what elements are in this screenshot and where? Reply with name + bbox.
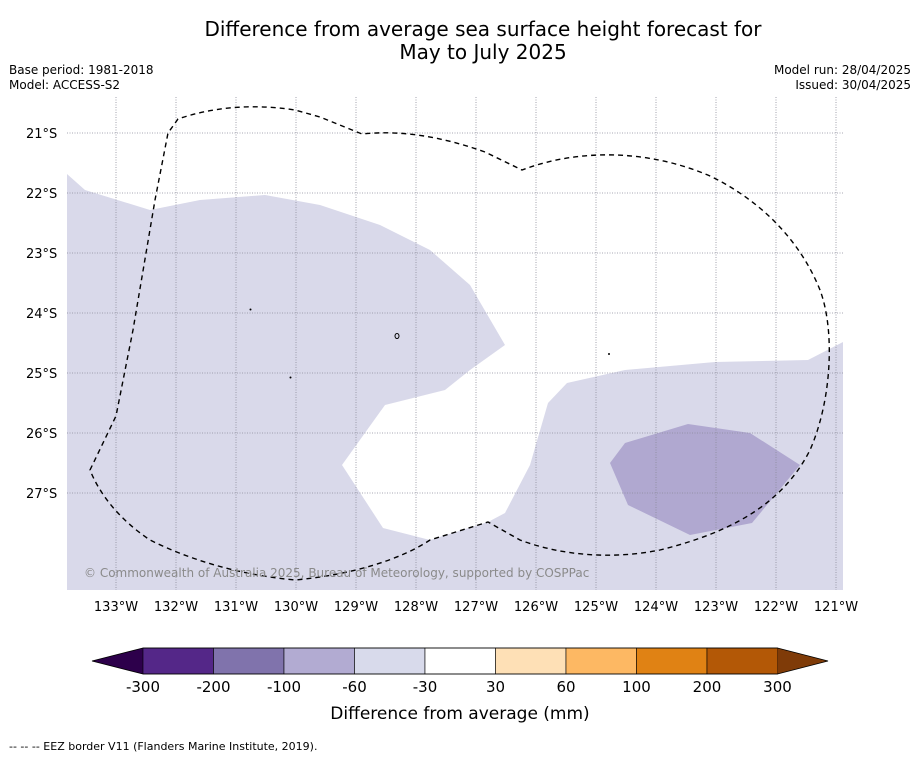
colorbar-tick-label: 30: [486, 678, 505, 696]
lon-label: 132°W: [154, 600, 198, 615]
lon-label: 123°W: [694, 600, 738, 615]
colorbar-tick-label: -200: [196, 678, 230, 696]
eez-legend-note: -- -- -- EEZ border V11 (Flanders Marine…: [9, 740, 318, 753]
colorbar-tick-label: 300: [763, 678, 792, 696]
colorbar-segment: [636, 647, 708, 675]
lat-labels: 21°S 22°S 23°S 24°S 25°S 26°S 27°S: [26, 127, 57, 502]
island-mark: [394, 333, 400, 339]
island-mark: [289, 376, 292, 379]
island-mark: [608, 353, 610, 355]
colorbar-segment: [213, 647, 285, 675]
meta-left: Base period: 1981-2018 Model: ACCESS-S2: [9, 63, 154, 93]
colorbar-tick-label: 100: [622, 678, 651, 696]
lon-label: 124°W: [634, 600, 678, 615]
grid-lines: [67, 97, 843, 590]
lat-label: 23°S: [26, 247, 57, 262]
colorbar-tick-label: -100: [267, 678, 301, 696]
lon-label: 130°W: [274, 600, 318, 615]
lon-label: 129°W: [334, 600, 378, 615]
meta-right: Model run: 28/04/2025 Issued: 30/04/2025: [774, 63, 911, 93]
island-mark: [249, 308, 252, 311]
map-anomaly-layer: [67, 174, 843, 590]
colorbar-segment: [283, 647, 355, 675]
lon-label: 131°W: [214, 600, 258, 615]
colorbar-segment: [142, 647, 214, 675]
colorbar-segment: [706, 647, 778, 675]
island-marks: [249, 308, 610, 379]
map-title: Difference from average sea surface heig…: [0, 18, 919, 64]
model-name: Model: ACCESS-S2: [9, 78, 121, 92]
colorbar-tick-label: -60: [342, 678, 367, 696]
issued-date: Issued: 30/04/2025: [795, 78, 911, 92]
lon-label: 125°W: [574, 600, 618, 615]
colorbar-segment: [565, 647, 637, 675]
colorbar-tick-label: 60: [556, 678, 575, 696]
colorbar-outline: [91, 647, 829, 675]
lon-label: 133°W: [94, 600, 138, 615]
lon-label: 126°W: [514, 600, 558, 615]
colorbar: [91, 647, 829, 675]
lat-label: 25°S: [26, 367, 57, 382]
colorbar-ticks: -300 -200 -100 -60 -30 30 60 100 200 300: [126, 678, 792, 696]
lon-label: 121°W: [814, 600, 858, 615]
anomaly-region-medium: [610, 424, 800, 535]
colorbar-arrow-low: [92, 648, 143, 674]
lon-labels: 133°W 132°W 131°W 130°W 129°W 128°W 127°…: [94, 600, 858, 615]
base-period: Base period: 1981-2018: [9, 63, 154, 77]
lon-label: 127°W: [454, 600, 498, 615]
title-line-1: Difference from average sea surface heig…: [204, 17, 762, 41]
colorbar-tick-label: -300: [126, 678, 160, 696]
colorbar-tick-label: 200: [693, 678, 722, 696]
lon-label: 122°W: [754, 600, 798, 615]
lat-label: 21°S: [26, 127, 57, 142]
eez-border: [89, 106, 830, 581]
colorbar-segment: [354, 647, 426, 675]
lat-label: 24°S: [26, 307, 57, 322]
colorbar-title: Difference from average (mm): [330, 704, 589, 724]
colorbar-segment: [424, 647, 496, 675]
lat-label: 22°S: [26, 187, 57, 202]
lat-label: 26°S: [26, 427, 57, 442]
model-run: Model run: 28/04/2025: [773, 63, 911, 77]
lon-label: 128°W: [394, 600, 438, 615]
colorbar-segment: [495, 647, 567, 675]
lat-label: 27°S: [26, 487, 57, 502]
title-line-2: May to July 2025: [399, 40, 567, 64]
copyright-text: © Commonwealth of Australia 2025, Bureau…: [84, 566, 589, 580]
colorbar-arrow-high: [777, 648, 828, 674]
colorbar-tick-label: -30: [413, 678, 438, 696]
